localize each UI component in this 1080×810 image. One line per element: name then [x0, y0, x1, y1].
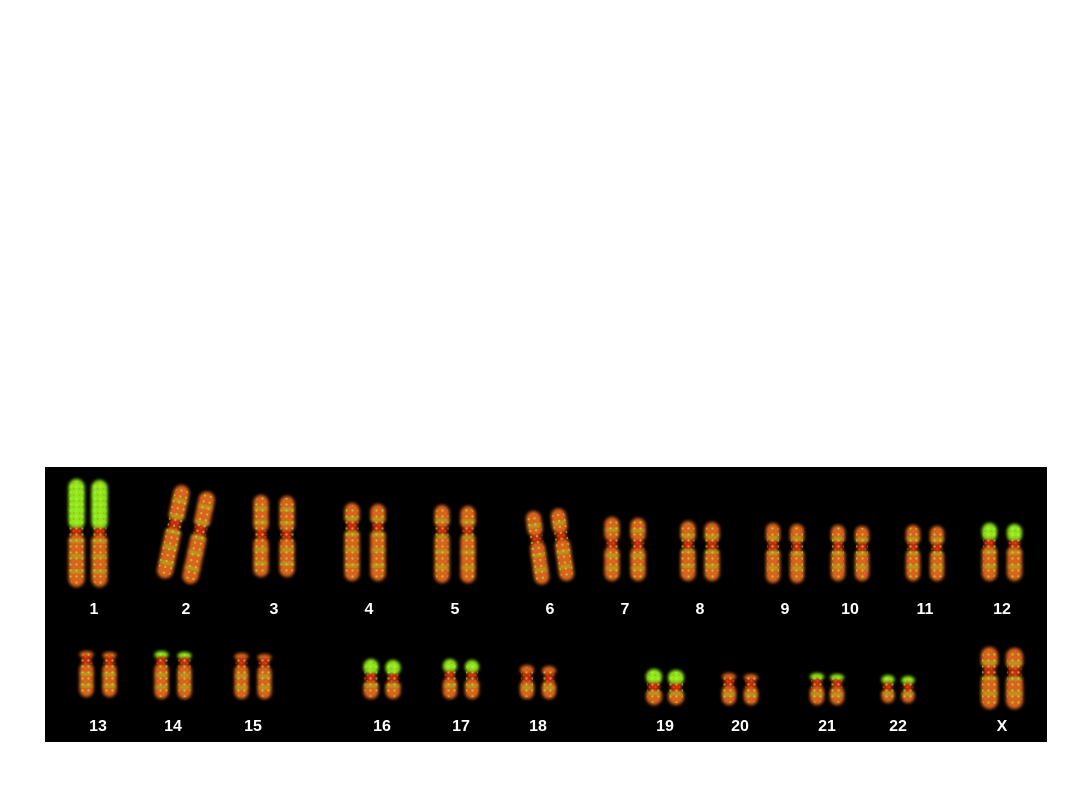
chromosome-pair-18	[520, 665, 556, 699]
chromosome-label-14: 14	[164, 718, 182, 735]
chromosome-label-1: 1	[89, 601, 99, 618]
chromosome-label-22: 22	[889, 718, 907, 735]
chromosome-pair-11	[906, 525, 944, 581]
chromosome-label-11: 11	[916, 601, 934, 618]
chromosome-label-4: 4	[364, 601, 374, 618]
chromosome-label-x: X	[996, 718, 1008, 735]
chromosome-label-2: 2	[181, 601, 191, 618]
chromosome-pair-19	[646, 669, 684, 705]
chromosome-label-18: 18	[529, 718, 547, 735]
chromosome-pair-3	[253, 495, 295, 577]
chromosome-pair-7	[604, 517, 646, 581]
chromosome-label-3: 3	[269, 601, 279, 618]
chromosome-pair-x	[981, 647, 1023, 709]
chromosome-pair-12	[982, 523, 1022, 581]
chromosome-pair-15	[234, 653, 272, 699]
chromosome-pair-16	[363, 659, 401, 699]
chromosome-pair-1	[68, 479, 108, 587]
chromosome-pair-13	[79, 651, 117, 697]
chromosome-label-8: 8	[695, 601, 705, 618]
chromosome-pair-21	[810, 673, 844, 705]
chromosome-label-16: 16	[373, 718, 391, 735]
chromosome-pair-5	[434, 505, 476, 583]
chromosome-pair-14	[154, 651, 192, 699]
karyotype-panel: 1 2 3 4 5 6 7 8 9 10 11 12 13 14 15 16 1…	[45, 467, 1047, 742]
chromosome-pair-9	[766, 523, 804, 583]
chromosome-label-6: 6	[545, 601, 555, 618]
chromosome-label-19: 19	[656, 718, 674, 735]
chromosome-pair-17	[443, 659, 479, 699]
chromosome-label-20: 20	[731, 718, 749, 735]
chromosome-label-5: 5	[450, 601, 460, 618]
chromosome-label-10: 10	[841, 601, 859, 618]
chromosome-pair-8	[680, 521, 720, 581]
chromosome-pair-4	[344, 503, 386, 581]
chromosome-pair-10	[831, 525, 869, 581]
chromosome-pair-6	[526, 508, 574, 585]
chromosome-label-21: 21	[818, 718, 836, 735]
chromosome-label-15: 15	[244, 718, 262, 735]
chromosome-label-17: 17	[452, 718, 470, 735]
chromosome-label-13: 13	[89, 718, 107, 735]
chromosome-pair-22	[881, 675, 915, 703]
chromosome-pair-20	[722, 673, 758, 705]
chromosome-pair-2	[157, 485, 215, 584]
chromosome-label-9: 9	[780, 601, 790, 618]
chromosome-label-12: 12	[993, 601, 1011, 618]
karyotype-image	[68, 479, 1023, 709]
chromosome-label-7: 7	[620, 601, 630, 618]
